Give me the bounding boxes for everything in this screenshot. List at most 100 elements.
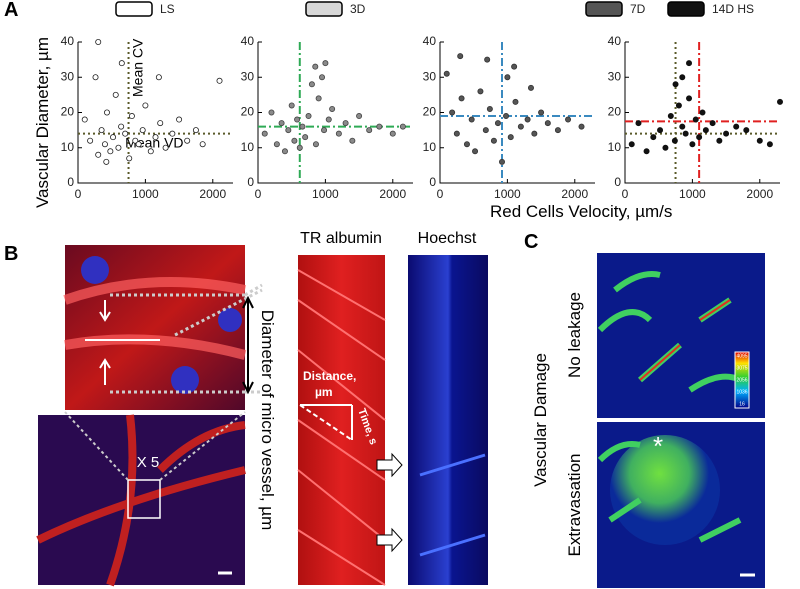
panel-label: C: [524, 231, 538, 253]
point: [288, 102, 295, 109]
y-tick-label: 20: [423, 105, 437, 119]
point: [671, 137, 678, 144]
legend-label: 7D: [630, 2, 646, 16]
point: [643, 148, 650, 155]
point: [118, 123, 125, 130]
point: [503, 113, 510, 120]
point: [281, 148, 288, 155]
point: [169, 130, 176, 137]
point: [699, 109, 706, 116]
point: [682, 130, 689, 137]
point: [322, 60, 329, 67]
row-label: No leakage: [565, 292, 584, 378]
point: [472, 148, 479, 155]
colorbar-labels: 4095 3075 2056 1036 16: [736, 353, 747, 407]
point: [709, 120, 716, 127]
asterisk: *: [653, 431, 663, 461]
point: [299, 123, 306, 130]
x-tick-label: 0: [255, 187, 262, 201]
point: [291, 137, 298, 144]
y-axis-label: Vascular Diameter, µm: [33, 37, 52, 208]
point: [157, 120, 164, 127]
y-tick-label: 30: [423, 69, 437, 83]
colorbar-label: 4095: [736, 353, 747, 359]
x-tick-label: 2000: [561, 187, 588, 201]
point: [92, 74, 99, 81]
x-tick-label: 1000: [312, 187, 339, 201]
point: [686, 60, 693, 67]
point: [498, 158, 505, 165]
axes: [257, 42, 413, 184]
point: [312, 141, 319, 148]
y-tick-label: 40: [608, 34, 622, 48]
legend-label: 3D: [350, 2, 366, 16]
point: [468, 116, 475, 123]
kymograph-hoechst: [408, 255, 488, 585]
x-tick-label: 2000: [199, 187, 226, 201]
point: [716, 137, 723, 144]
point: [278, 120, 285, 127]
legend-swatch: [115, 1, 153, 17]
nucleus: [171, 366, 199, 394]
point: [349, 137, 356, 144]
point: [176, 116, 183, 123]
point: [81, 116, 88, 123]
y-tick-label: 20: [241, 105, 255, 119]
point: [118, 60, 125, 67]
panel-label: A: [4, 0, 18, 21]
zoom-box: [127, 479, 161, 519]
colorbar-label: 2056: [736, 377, 747, 383]
vessel: [36, 414, 246, 587]
point: [662, 144, 669, 151]
point: [101, 141, 108, 148]
point: [103, 109, 110, 116]
point: [312, 63, 319, 70]
point: [517, 123, 524, 130]
y-tick-label: 10: [608, 140, 622, 154]
point: [285, 127, 292, 134]
point: [657, 127, 664, 134]
y-tick-label: 10: [241, 140, 255, 154]
point: [679, 123, 686, 130]
point: [672, 81, 679, 88]
point: [122, 130, 129, 137]
y-tick-label: 0: [247, 175, 254, 189]
y-tick-label: 40: [241, 34, 255, 48]
point: [162, 144, 169, 151]
colorbar-label: 16: [739, 401, 745, 407]
diameter-arrow: [242, 295, 254, 395]
point: [95, 39, 102, 46]
y-tick-label: 20: [608, 105, 622, 119]
point: [128, 113, 135, 120]
x-tick-label: 0: [75, 187, 82, 201]
nucleus: [218, 308, 242, 332]
x-tick-label: 0: [622, 187, 629, 201]
x-tick-label: 0: [437, 187, 444, 201]
point: [486, 105, 493, 112]
zoom-label: X 5: [137, 454, 160, 471]
point: [458, 95, 465, 102]
point: [578, 123, 585, 130]
axis-label: Diameter of micro vessel, µm: [258, 310, 277, 530]
point: [457, 53, 464, 60]
point: [463, 141, 470, 148]
point: [777, 98, 784, 105]
y-tick-label: 20: [61, 105, 75, 119]
point: [679, 74, 686, 81]
y-tick-label: 30: [608, 69, 622, 83]
point: [103, 158, 110, 165]
point: [544, 120, 551, 127]
zoom-lines: [64, 411, 246, 481]
image-title: TR albumin: [300, 230, 382, 247]
point: [449, 109, 456, 116]
point: [733, 123, 740, 130]
point: [667, 113, 674, 120]
point: [142, 102, 149, 109]
legend-swatch: [667, 1, 705, 17]
row-label: Extravasation: [565, 454, 584, 557]
point: [325, 116, 332, 123]
point: [216, 77, 223, 84]
y-tick-label: 0: [429, 175, 436, 189]
point: [87, 137, 94, 144]
